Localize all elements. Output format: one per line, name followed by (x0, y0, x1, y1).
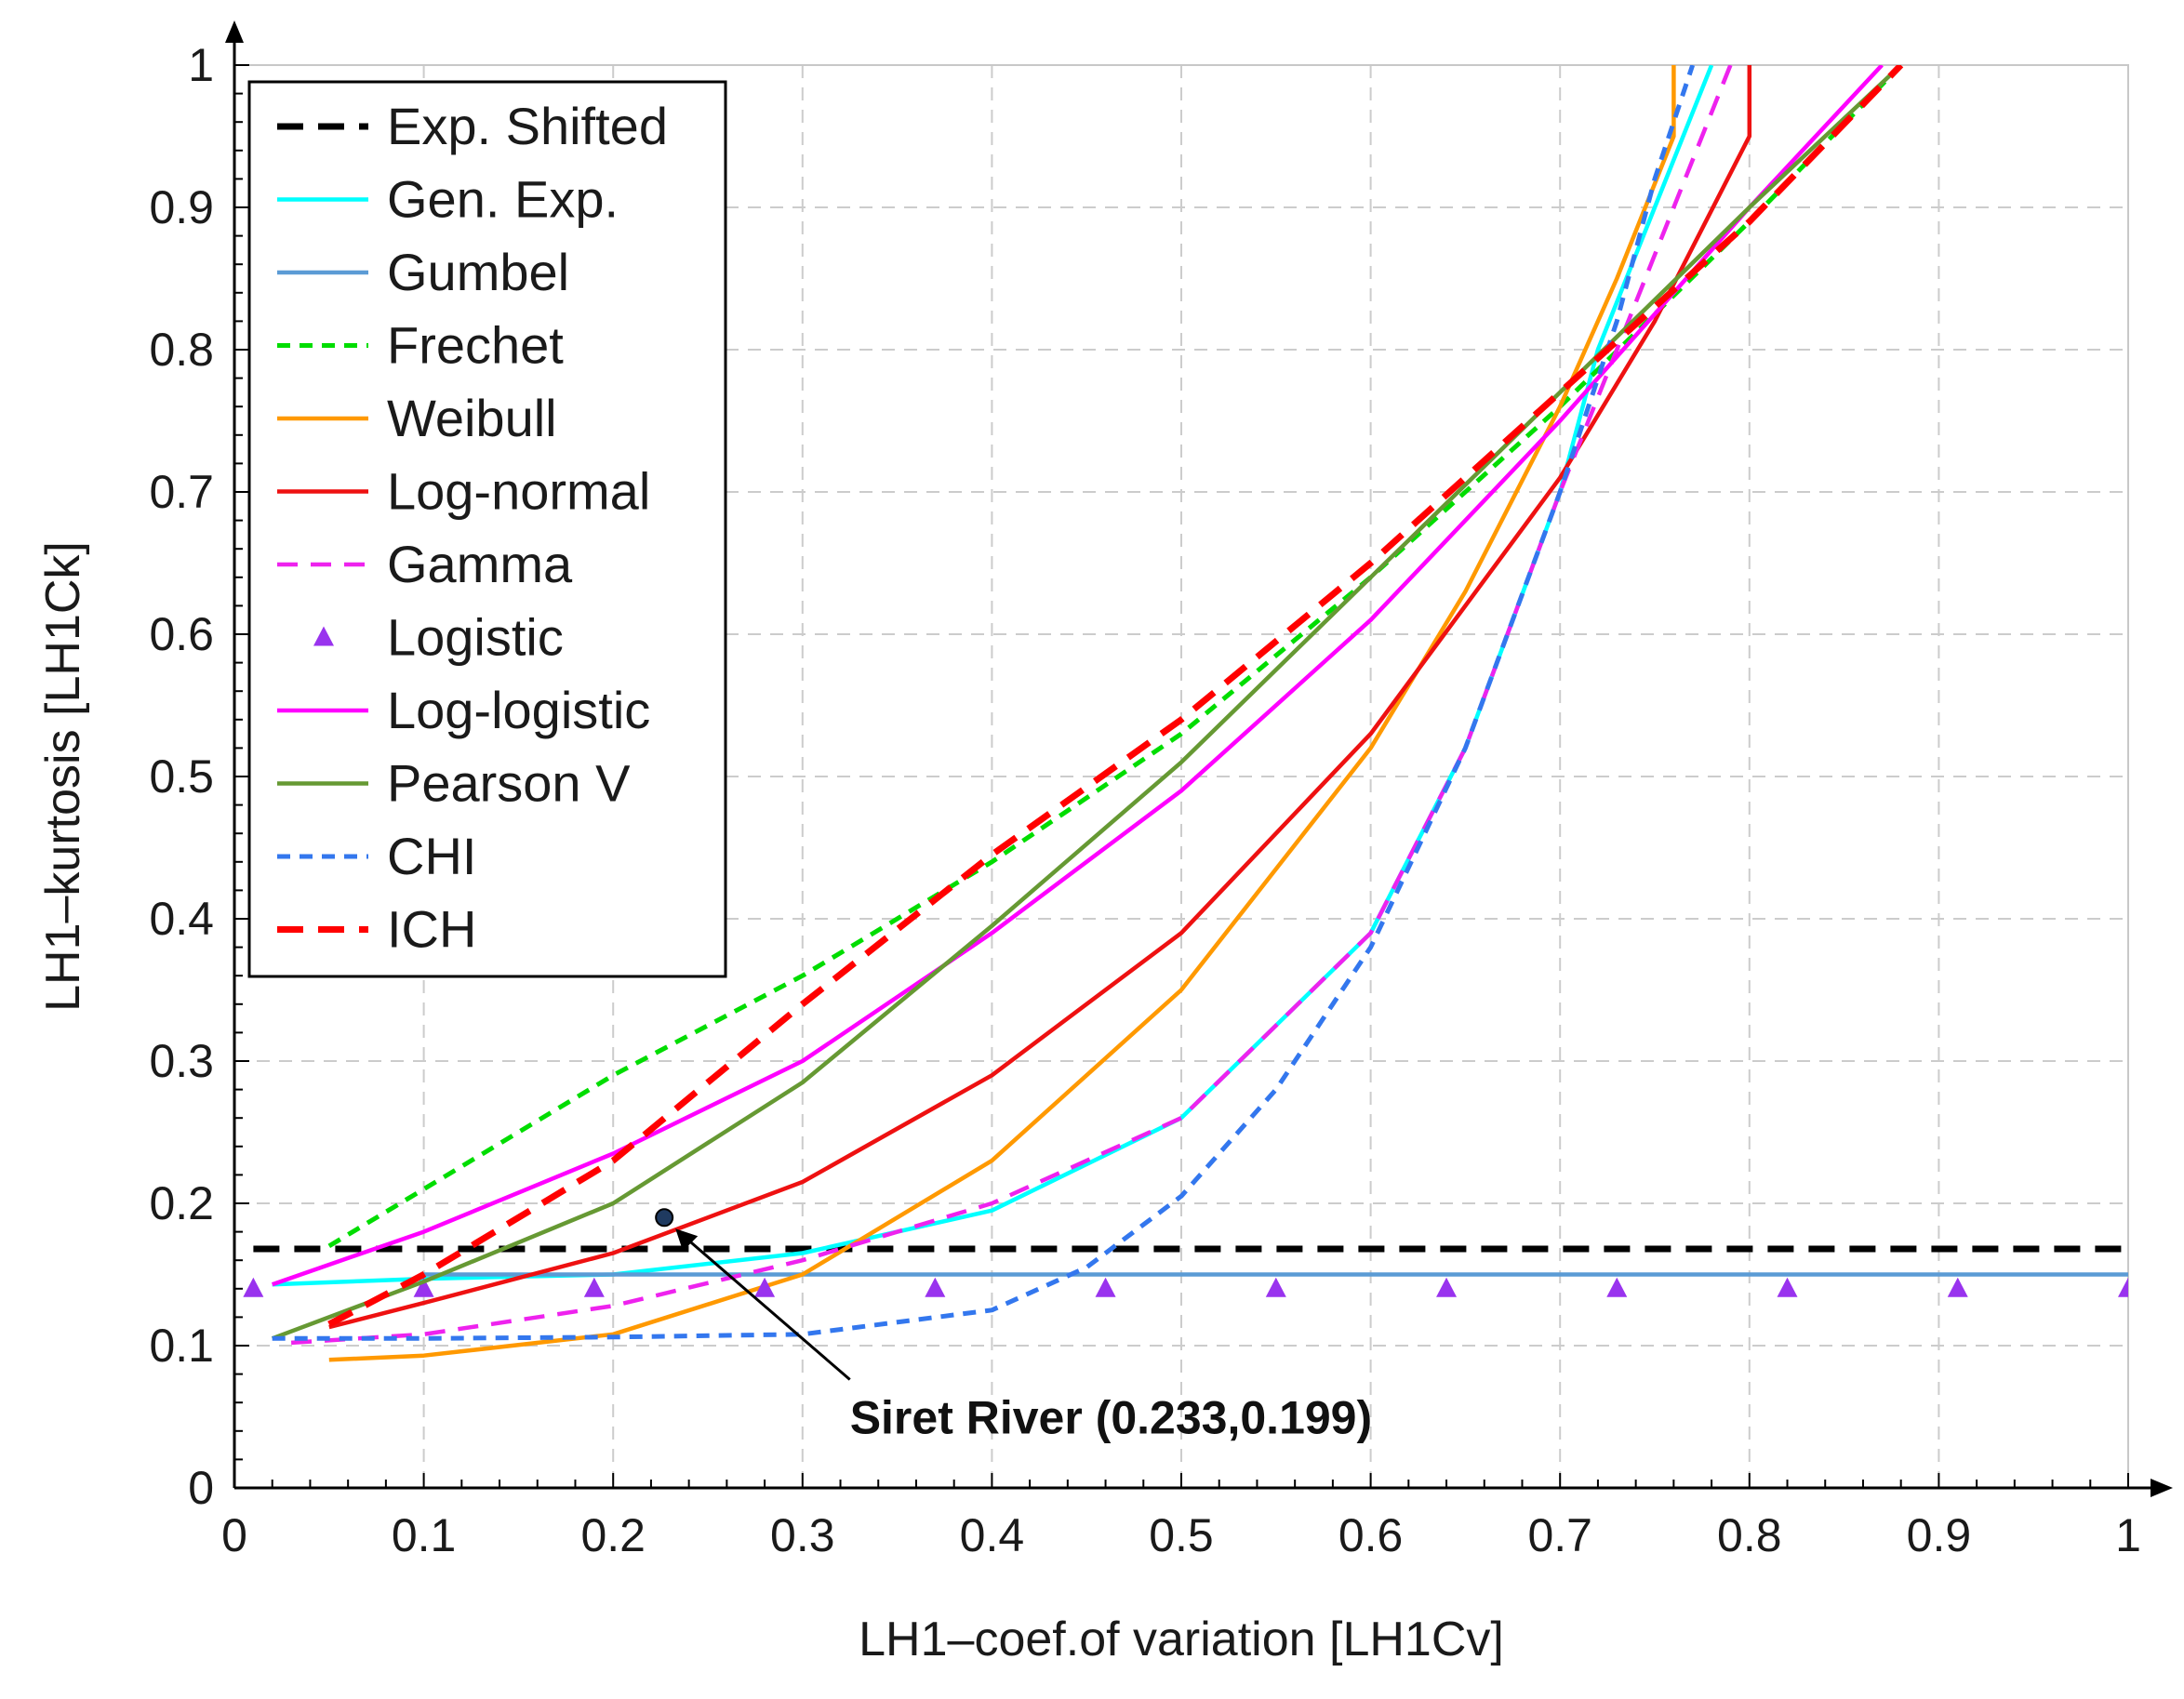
x-tick-label: 0.2 (580, 1509, 646, 1561)
legend-item-pearson-v: Pearson V (277, 754, 631, 813)
x-tick-label: 0.9 (1907, 1509, 1972, 1561)
y-tick-label: 0.2 (149, 1177, 214, 1229)
x-tick-label: 0.6 (1338, 1509, 1404, 1561)
x-axis-arrow-icon (2151, 1479, 2173, 1497)
legend-item-chi: CHI (277, 827, 476, 885)
data-point (1265, 1277, 1286, 1297)
x-tick-label: 0.4 (960, 1509, 1025, 1561)
data-point (1436, 1277, 1458, 1297)
annotation-label: Siret River (0.233,0.199) (850, 1392, 1372, 1444)
legend-label: Gen. Exp. (387, 170, 619, 229)
y-axis-arrow-icon (225, 20, 244, 43)
x-tick-label: 0.3 (770, 1509, 835, 1561)
y-tick-label: 0.5 (149, 750, 214, 803)
y-tick-label: 0.3 (149, 1035, 214, 1087)
x-tick-label: 0.5 (1149, 1509, 1214, 1561)
legend-swatch (313, 626, 334, 646)
legend-label: ICH (387, 900, 476, 959)
x-tick-label: 0.8 (1717, 1509, 1782, 1561)
legend-label: CHI (387, 827, 476, 885)
x-tick-label: 0.1 (392, 1509, 457, 1561)
data-point (754, 1277, 776, 1297)
plot-area (243, 65, 2128, 1362)
data-point (413, 1277, 434, 1297)
legend-item-gamma: Gamma (277, 535, 573, 593)
legend-label: Exp. Shifted (387, 97, 668, 155)
annotation-point (655, 1208, 674, 1228)
data-point (925, 1277, 946, 1297)
annotation: Siret River (0.233,0.199) (655, 1208, 1372, 1444)
series-line (271, 65, 1884, 1287)
x-tick-label: 0 (221, 1509, 247, 1561)
legend-label: Log-normal (387, 462, 650, 521)
series-line (271, 65, 1903, 1341)
series-line (328, 65, 1752, 1330)
series-log-normal (328, 65, 1752, 1330)
y-tick-label: 0.8 (149, 324, 214, 376)
series-frechet (327, 65, 1903, 1249)
data-point (1777, 1277, 1798, 1297)
series-logistic (243, 1277, 2128, 1297)
legend: Exp. Shifted Gen. Exp. Gumbel Frechet Weibul… (247, 80, 727, 978)
legend-item-exp-shifted: Exp. Shifted (277, 97, 668, 155)
legend-item-log-normal: Log-normal (277, 462, 650, 521)
series-pearson-v (271, 65, 1903, 1341)
annotation-arrow (676, 1229, 851, 1381)
data-point (583, 1277, 605, 1297)
legend-item-log-logistic: Log-logistic (277, 681, 650, 739)
y-axis-title: LH1–kurtosis [LH1Ck] (36, 541, 90, 1012)
data-point (2118, 1277, 2128, 1297)
data-point (1095, 1277, 1116, 1297)
y-tick-label: 0.9 (149, 181, 214, 233)
y-tick-label: 0.7 (149, 466, 214, 518)
y-tick-label: 1 (188, 39, 214, 91)
legend-item-weibull: Weibull (277, 389, 557, 447)
x-tick-label: 0.7 (1527, 1509, 1592, 1561)
y-tick-label: 0 (188, 1462, 214, 1514)
legend-label: Logistic (387, 608, 564, 667)
legend-label: Frechet (387, 316, 564, 375)
legend-label: Pearson V (387, 754, 631, 813)
axes (225, 20, 2173, 1497)
legend-label: Gamma (387, 535, 573, 593)
x-axis-title: LH1–coef.of variation [LH1Cv] (859, 1613, 1504, 1666)
legend-label: Weibull (387, 389, 557, 447)
series-ich (327, 65, 1904, 1328)
y-tick-label: 0.6 (149, 608, 214, 660)
y-tick-label: 0.4 (149, 893, 214, 945)
legend-item-gen-exp: Gen. Exp. (277, 170, 619, 229)
data-point (243, 1277, 264, 1297)
legend-item-logistic: Logistic (313, 608, 564, 667)
series-weibull (328, 65, 1676, 1362)
tick-labels: 0 0.1 0.2 0.3 0.4 0.5 0.6 0.7 0.8 0.9 1 0 0.1 0.2 0.3 0… (149, 39, 2140, 1561)
series-line (328, 65, 1676, 1362)
legend-label: Gumbel (387, 243, 569, 301)
series-line (327, 65, 1903, 1249)
legend-item-ich: ICH (277, 900, 476, 959)
x-tick-label: 1 (2115, 1509, 2141, 1561)
legend-item-frechet: Frechet (277, 316, 564, 375)
legend-box (247, 80, 727, 978)
arrowhead-icon (675, 1228, 699, 1252)
data-point (1606, 1277, 1628, 1297)
series-line (327, 65, 1904, 1328)
series-log-logistic (271, 65, 1884, 1287)
data-point (1947, 1277, 1968, 1297)
legend-label: Log-logistic (387, 681, 650, 739)
y-tick-label: 0.1 (149, 1320, 214, 1372)
legend-item-gumbel: Gumbel (277, 243, 569, 301)
